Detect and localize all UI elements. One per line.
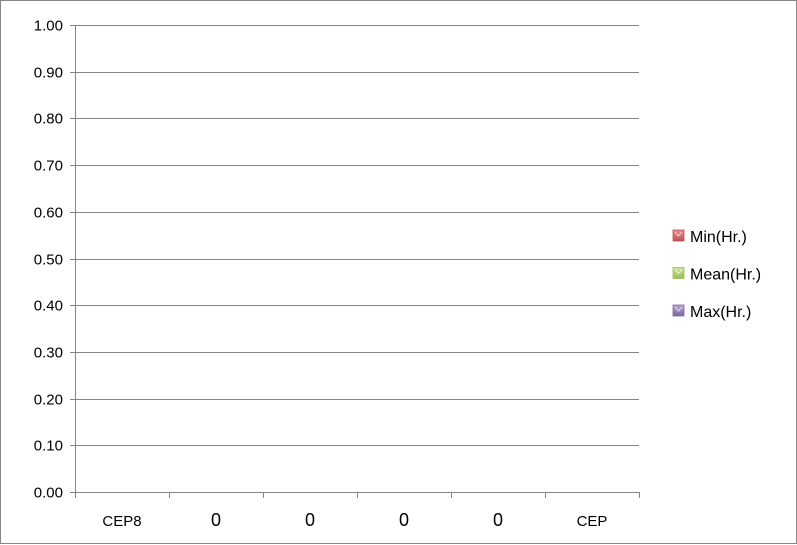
y-tick-labels: 0.00 0.10 0.20 0.30 0.40 0.50 0.60 0.70 0.80 0.90… [34, 18, 63, 502]
legend-item: Mean(Hr.) [672, 267, 761, 284]
legend-swatch-highlight [674, 269, 683, 275]
y-tick-label: 1.00 [34, 18, 63, 35]
x-category-label: 0 [399, 510, 409, 530]
x-category-label: 0 [305, 510, 315, 530]
legend: Min(Hr.) Mean(Hr.) Max(Hr.) [672, 229, 761, 321]
legend-label: Mean(Hr.) [690, 267, 761, 284]
y-tick-label: 0.00 [34, 485, 63, 502]
x-category-label: CEP [577, 513, 608, 530]
x-category-label: 0 [211, 510, 221, 530]
y-tick-label: 0.50 [34, 252, 63, 269]
axes [70, 25, 640, 498]
legend-swatch-highlight [674, 231, 683, 237]
legend-item: Max(Hr.) [672, 304, 751, 321]
y-tick-label: 0.80 [34, 111, 63, 128]
legend-label: Min(Hr.) [690, 229, 747, 246]
y-tick-label: 0.90 [34, 65, 63, 82]
x-category-label: CEP8 [102, 513, 141, 530]
x-category-labels: CEP8 0 0 0 0 CEP [102, 510, 607, 530]
x-category-label: 0 [493, 510, 503, 530]
gridlines [75, 25, 639, 446]
legend-item: Min(Hr.) [672, 229, 747, 246]
y-tick-label: 0.40 [34, 298, 63, 315]
y-tick-label: 0.10 [34, 438, 63, 455]
y-tick-label: 0.20 [34, 392, 63, 409]
y-tick-label: 0.70 [34, 158, 63, 175]
y-tick-label: 0.60 [34, 205, 63, 222]
legend-swatch-highlight [674, 306, 683, 312]
legend-label: Max(Hr.) [690, 304, 751, 321]
y-tick-label: 0.30 [34, 345, 63, 362]
